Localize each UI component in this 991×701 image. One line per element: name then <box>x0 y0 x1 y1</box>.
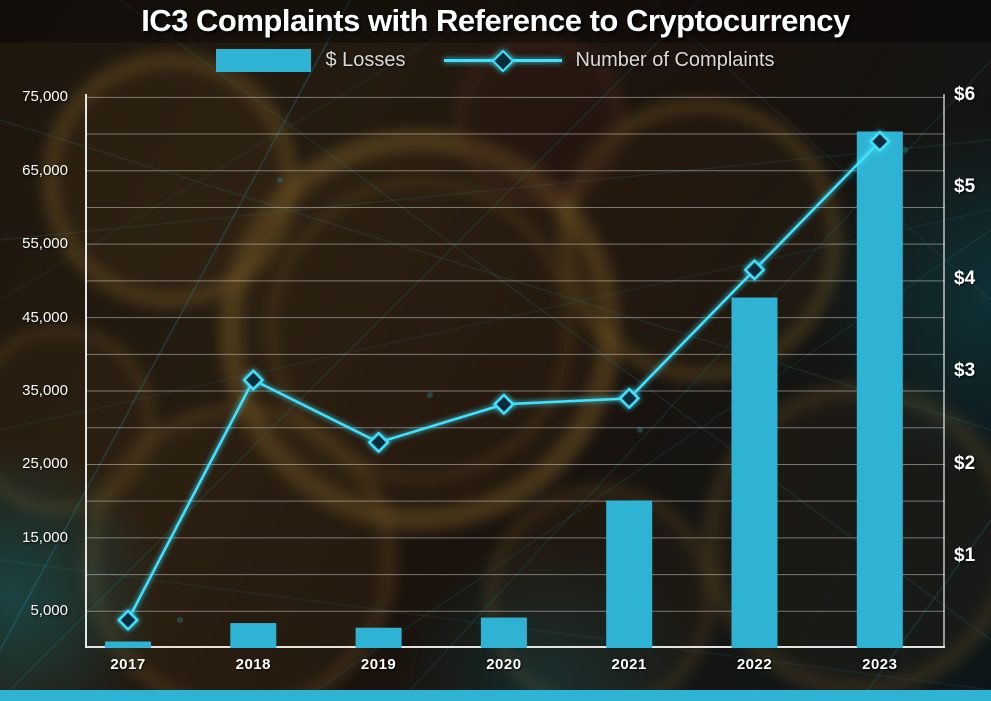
complaints-legend-label: Number of Complaints <box>575 49 775 71</box>
y-axis-right-label: $6 <box>954 83 976 105</box>
bar-2018 <box>230 623 277 648</box>
diamond-marker-2017 <box>117 609 139 632</box>
legend-item-losses: $ Losses <box>216 49 406 72</box>
x-axis-label-2020: 2020 <box>486 656 522 673</box>
x-axis-label-2018: 2018 <box>235 656 271 673</box>
y-axis-right-label: $5 <box>954 175 976 197</box>
diamond-marker-2022 <box>743 258 766 281</box>
x-axis-label-2019: 2019 <box>360 656 397 673</box>
complaints-legend-diamond-icon <box>491 49 514 72</box>
bar-2022 <box>731 297 778 648</box>
y-axis-right-label: $4 <box>954 268 976 290</box>
x-axis-label-2017: 2017 <box>110 656 146 673</box>
bar-2020 <box>480 617 527 648</box>
diamond-marker-2019 <box>367 431 390 454</box>
x-axis-label-2021: 2021 <box>611 656 647 673</box>
y-axis-left-label: 55,000 <box>22 235 68 253</box>
y-axis-left: 75,000 65,000 55,000 45,000 35,000 25,000 15,0… <box>0 88 80 648</box>
complaints-legend-line <box>443 49 562 72</box>
footer-strip <box>0 690 991 701</box>
y-axis-left-label: 35,000 <box>22 382 68 400</box>
losses-legend-label: $ Losses <box>325 49 406 71</box>
y-axis-left-label: 75,000 <box>22 88 68 106</box>
y-axis-right-label: $1 <box>954 544 976 566</box>
y-axis-left-label: 15,000 <box>22 528 68 546</box>
bar-2019 <box>355 627 402 648</box>
plot-area <box>85 90 945 648</box>
x-axis: 2017 2018 2019 2020 2021 2022 2023 <box>85 656 945 682</box>
chart-title: IC3 Complaints with Reference to Cryptoc… <box>141 3 850 38</box>
bar-2023 <box>856 131 903 648</box>
y-axis-right-label: $2 <box>954 452 976 474</box>
y-axis-right: $6 $5 $4 $3 $2 $1 <box>952 84 991 648</box>
bar-2017 <box>105 641 151 648</box>
bar-2021 <box>606 500 653 648</box>
y-axis-right-label: $3 <box>954 360 976 382</box>
x-axis-label-2022: 2022 <box>736 656 773 673</box>
diamond-marker-2021 <box>618 387 641 410</box>
legend: $ Losses Number of Complaints <box>0 49 991 72</box>
legend-item-complaints: Number of Complaints <box>443 49 775 72</box>
diamond-marker-2023 <box>868 130 891 153</box>
y-axis-left-label: 45,000 <box>22 308 68 326</box>
diamond-marker-2020 <box>492 393 515 416</box>
y-axis-left-label: 25,000 <box>22 455 68 473</box>
y-axis-left-label: 65,000 <box>22 161 68 179</box>
diamond-marker-2018 <box>242 369 265 391</box>
chart-svg <box>85 94 945 648</box>
x-axis-label-2023: 2023 <box>862 656 898 673</box>
losses-legend-swatch <box>216 49 312 72</box>
y-axis-left-label: 5,000 <box>30 602 68 620</box>
